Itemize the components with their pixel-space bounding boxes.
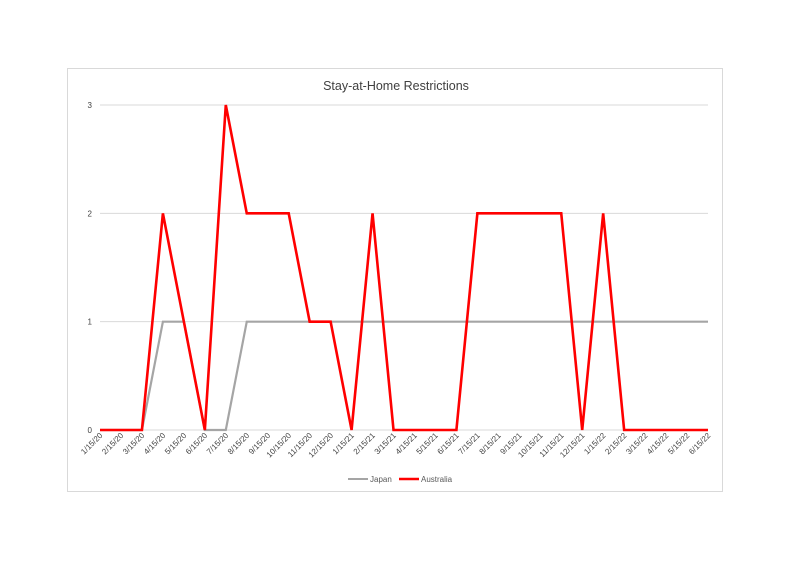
x-tick-label: 1/15/22 bbox=[582, 431, 608, 457]
x-axis-ticks: 1/15/202/15/203/15/204/15/205/15/206/15/… bbox=[79, 431, 713, 460]
series-line-australia bbox=[100, 104, 708, 432]
x-tick-label: 1/15/21 bbox=[331, 431, 357, 457]
y-tick-label: 3 bbox=[88, 101, 93, 110]
x-tick-label: 6/15/21 bbox=[436, 431, 462, 457]
x-tick-label: 3/15/21 bbox=[373, 431, 399, 457]
line-chart: Stay-at-Home Restrictions 0 1 2 3 1/15/202/… bbox=[79, 79, 713, 484]
x-tick-label: 5/15/22 bbox=[666, 431, 692, 457]
legend-label-australia: Australia bbox=[421, 475, 453, 484]
series-line-japan bbox=[100, 320, 708, 432]
x-tick-label: 8/15/20 bbox=[226, 431, 252, 457]
x-tick-label: 6/15/20 bbox=[184, 431, 210, 457]
x-tick-label: 8/15/21 bbox=[478, 431, 504, 457]
x-tick-label: 7/15/20 bbox=[205, 431, 231, 457]
x-tick-label: 3/15/22 bbox=[624, 431, 650, 457]
x-tick-label: 4/15/21 bbox=[394, 431, 420, 457]
x-tick-label: 3/15/20 bbox=[121, 431, 147, 457]
chart-title: Stay-at-Home Restrictions bbox=[323, 79, 469, 93]
y-axis-ticks: 0 1 2 3 bbox=[88, 101, 93, 435]
x-tick-label: 2/15/21 bbox=[352, 431, 378, 457]
x-tick-label: 2/15/22 bbox=[603, 431, 629, 457]
y-tick-label: 2 bbox=[88, 209, 93, 218]
x-tick-label: 6/15/22 bbox=[687, 431, 713, 457]
x-tick-label: 5/15/20 bbox=[163, 431, 189, 457]
y-tick-label: 0 bbox=[88, 426, 93, 435]
series-lines bbox=[100, 104, 708, 432]
x-tick-label: 4/15/22 bbox=[645, 431, 671, 457]
x-tick-label: 2/15/20 bbox=[100, 431, 126, 457]
gridlines bbox=[100, 104, 708, 431]
x-tick-label: 7/15/21 bbox=[457, 431, 483, 457]
x-tick-label: 5/15/21 bbox=[415, 431, 441, 457]
legend: Japan Australia bbox=[348, 475, 453, 484]
y-tick-label: 1 bbox=[88, 318, 93, 327]
chart-frame: Stay-at-Home Restrictions 0 1 2 3 1/15/20 2/… bbox=[67, 68, 723, 492]
x-tick-label: 4/15/20 bbox=[142, 431, 168, 457]
legend-label-japan: Japan bbox=[370, 475, 392, 484]
